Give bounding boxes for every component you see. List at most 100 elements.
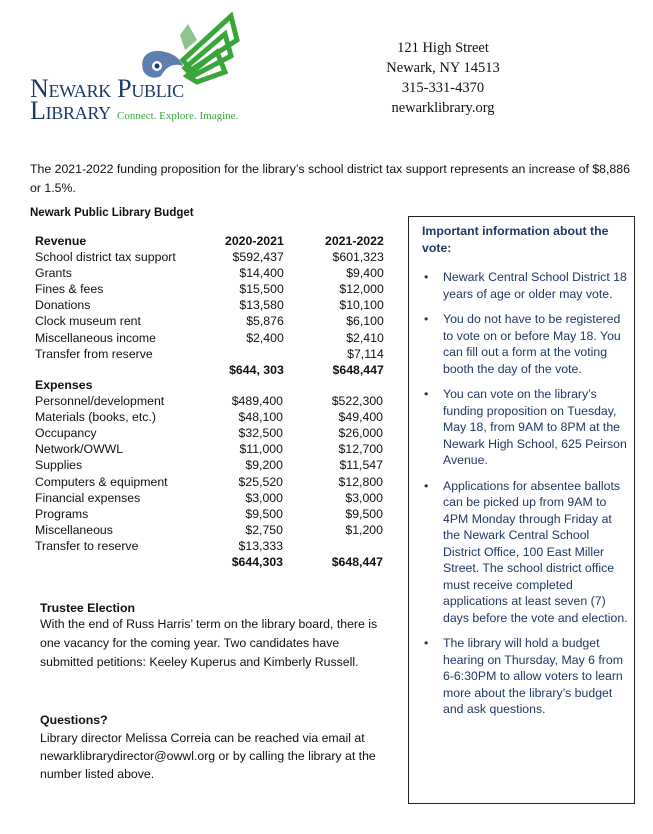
table-row: Network/OWWL $11,000 $12,700 <box>35 441 383 457</box>
vote-info-item: • You do not have to be registered to vot… <box>409 311 634 377</box>
vote-info-list: • Newark Central School District 18 years… <box>409 269 634 727</box>
table-cell <box>283 377 383 393</box>
table-cell: $644,303 <box>231 555 283 570</box>
table-cell: Programs <box>35 506 89 521</box>
table-cell: $13,580 <box>239 298 284 313</box>
table-cell: $9,500 <box>245 506 283 521</box>
vote-info-text: Newark Central School District 18 years … <box>443 270 627 301</box>
vote-info-text: You do not have to be registered to vote… <box>443 312 621 376</box>
website-link[interactable]: newarklibrary.org <box>391 100 495 116</box>
table-cell <box>283 538 383 554</box>
table-cell: Revenue <box>35 234 87 248</box>
table-cell: Miscellaneous <box>35 522 113 537</box>
table-cell: 2020-2021 <box>225 234 284 248</box>
table-cell: Donations <box>35 298 91 313</box>
table-cell: $3,000 <box>345 490 383 505</box>
table-cell: $12,700 <box>338 442 383 457</box>
table-cell: $644, 303 <box>229 362 284 377</box>
questions-title: Questions? <box>40 713 108 727</box>
table-cell <box>35 554 225 570</box>
table-cell: $2,750 <box>245 522 283 537</box>
bullet-icon: • <box>424 387 429 401</box>
table-row: Grants $14,400 $9,400 <box>35 265 384 281</box>
table-row: Clock museum rent $5,876 $6,100 <box>35 313 384 329</box>
total-row: $644,303 $648,447 <box>35 554 383 570</box>
table-row: Transfer from reserve $7,114 <box>35 346 384 362</box>
table-cell: $3,000 <box>245 490 283 505</box>
bullet-icon: • <box>424 636 429 650</box>
total-row: $644, 303 $648,447 <box>35 362 384 378</box>
table-cell: $49,400 <box>338 410 383 425</box>
questions-text: Library director Melissa Correia can be … <box>40 731 376 781</box>
table-cell: $2,400 <box>246 330 284 345</box>
owl-book-logo-icon <box>142 11 240 85</box>
table-cell: $14,400 <box>239 266 284 281</box>
table-cell: Expenses <box>35 378 93 392</box>
vote-info-box: Important information about the vote: • N… <box>408 216 635 804</box>
table-row: Financial expenses $3,000 $3,000 <box>35 490 383 506</box>
table-row: Programs $9,500 $9,500 <box>35 506 383 522</box>
trustee-text: With the end of Russ Harris’ term on the… <box>40 617 378 669</box>
address-block: 121 High Street Newark, NY 14513 315-331… <box>330 38 556 118</box>
table-cell: Clock museum rent <box>35 314 141 329</box>
table-row: Computers & equipment $25,520 $12,800 <box>35 474 383 490</box>
table-cell: Miscellaneous income <box>35 330 156 345</box>
table-cell: $26,000 <box>338 426 383 441</box>
vote-info-item: • Applications for absentee ballots can b… <box>409 478 634 627</box>
table-cell <box>35 362 225 378</box>
logo-line-1: Newark Public <box>30 74 184 103</box>
table-cell: $6,100 <box>346 314 384 329</box>
bullet-icon: • <box>424 270 429 284</box>
revenue-table: Revenue 2020-2021 2021-2022 School district… <box>35 233 384 378</box>
table-cell: Computers & equipment <box>35 474 168 489</box>
street: 121 High Street <box>397 40 489 56</box>
vote-info-text: Applications for absentee ballots can be… <box>443 478 628 625</box>
table-cell: Supplies <box>35 458 83 473</box>
city: Newark, NY 14513 <box>386 60 500 76</box>
table-cell: $601,323 <box>332 250 384 265</box>
logo-tagline: Connect. Explore. Imagine. <box>117 110 239 122</box>
table-row: School district tax support $592,437 $601,… <box>35 249 384 265</box>
table-cell: $489,400 <box>231 394 283 409</box>
table-row: Materials (books, etc.) $48,100 $49,400 <box>35 409 383 425</box>
table-row: Supplies $9,200 $11,547 <box>35 457 383 473</box>
table-row: Donations $13,580 $10,100 <box>35 297 384 313</box>
table-cell: $7,114 <box>347 346 384 361</box>
expenses-table: Expenses Personnel/development $489,400 $52… <box>35 377 383 570</box>
table-cell: $522,300 <box>331 394 383 409</box>
table-cell: Personnel/development <box>35 394 165 409</box>
budget-title: Newark Public Library Budget <box>30 207 194 219</box>
table-row: Transfer to reserve $13,333 <box>35 538 383 554</box>
table-row: Miscellaneous $2,750 $1,200 <box>35 522 383 538</box>
vote-info-text: The library will hold a budget hearing o… <box>443 636 623 716</box>
table-cell: Network/OWWL <box>35 442 124 457</box>
table-row: Miscellaneous income $2,400 $2,410 <box>35 330 384 346</box>
vote-info-item: • You can vote on the library’s funding p… <box>409 386 634 469</box>
table-cell: $13,333 <box>238 538 283 553</box>
table-cell: $592,437 <box>232 250 284 265</box>
vote-info-item: • The library will hold a budget hearing … <box>409 635 634 718</box>
table-header-row: Revenue 2020-2021 2021-2022 <box>35 233 384 249</box>
table-header-row: Expenses <box>35 377 383 393</box>
vote-info-text: You can vote on the library’s funding pr… <box>443 387 627 467</box>
table-cell: $10,100 <box>339 298 384 313</box>
table-cell: School district tax support <box>35 250 176 265</box>
table-cell: 2021-2022 <box>325 234 384 248</box>
trustee-title: Trustee Election <box>40 601 135 615</box>
table-cell: $11,000 <box>239 442 283 457</box>
logo-line-2: Library <box>30 96 111 125</box>
bullet-icon: • <box>424 312 429 326</box>
table-cell: Transfer to reserve <box>35 538 139 553</box>
table-cell: $48,100 <box>238 410 283 425</box>
table-cell: $25,520 <box>238 474 283 489</box>
phone: 315-331-4370 <box>401 80 485 96</box>
vote-info-item: • Newark Central School District 18 years… <box>409 269 634 302</box>
table-cell: $648,447 <box>332 362 384 377</box>
table-row: Fines & fees $15,500 $12,000 <box>35 281 384 297</box>
table-cell <box>225 346 284 362</box>
table-cell: Fines & fees <box>35 282 104 297</box>
table-cell: $648,447 <box>331 555 383 570</box>
table-cell: $32,500 <box>238 426 283 441</box>
table-cell: $12,800 <box>338 474 383 489</box>
